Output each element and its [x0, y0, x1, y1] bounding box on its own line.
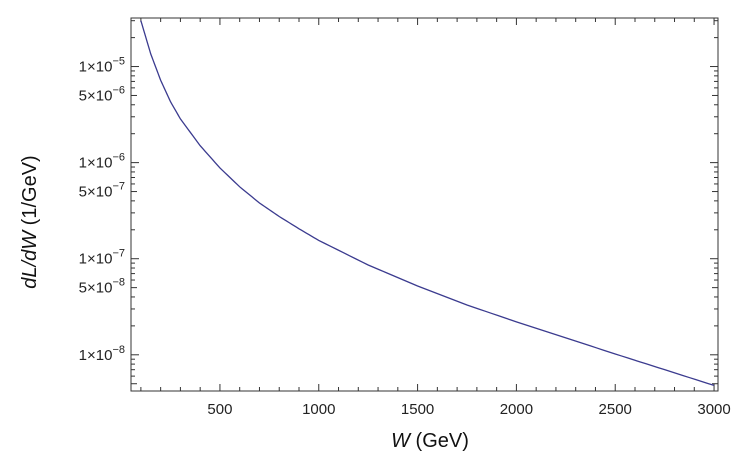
- y-tick-label: 5×10−8: [79, 277, 125, 297]
- x-tick-label: 1500: [401, 401, 434, 418]
- y-tick-mantissa: 1: [79, 251, 87, 268]
- y-tick-mantissa: 5: [79, 184, 87, 201]
- y-tick-mantissa: 5: [79, 280, 87, 297]
- series-line: [140, 20, 715, 387]
- x-tick-label: 500: [207, 401, 232, 418]
- y-tick-label: 5×10−6: [79, 84, 125, 104]
- x-tick-label: 2000: [500, 401, 533, 418]
- y-tick-label: 1×10−5: [79, 56, 125, 76]
- y-tick-label: 1×10−7: [79, 248, 125, 268]
- x-axis-unit: (GeV): [410, 430, 469, 452]
- x-axis-title: W (GeV): [391, 430, 469, 452]
- y-tick-exponent: −7: [112, 181, 125, 193]
- y-axis-title: dL/dW (1/GeV): [19, 155, 41, 288]
- x-tick-label: 3000: [697, 401, 730, 418]
- y-tick-exponent: −8: [112, 344, 125, 356]
- y-tick-mantissa: 1: [79, 347, 87, 364]
- y-tick-exponent: −8: [112, 277, 125, 289]
- y-tick-label: 5×10−7: [79, 181, 125, 201]
- y-tick-exponent: −6: [112, 84, 125, 96]
- labels-layer: 500 1000 1500 2000 2500 3000 1×10−5 5×10−6 1×10−…: [79, 56, 731, 418]
- y-tick-mantissa: 5: [79, 87, 87, 104]
- y-tick-mantissa: 1: [79, 59, 87, 76]
- y-axis-unit: (1/GeV): [19, 155, 41, 231]
- y-tick-label: 1×10−8: [79, 344, 125, 364]
- y-tick-exponent: −6: [112, 152, 125, 164]
- y-axis-var: dL/dW: [19, 229, 41, 289]
- x-axis-var: W: [391, 430, 412, 452]
- x-tick-label: 1000: [302, 401, 335, 418]
- plot-frame: [130, 17, 719, 392]
- y-tick-mantissa: 1: [79, 155, 87, 172]
- x-tick-label: 2500: [599, 401, 632, 418]
- y-tick-label: 1×10−6: [79, 152, 125, 172]
- y-tick-exponent: −7: [112, 248, 125, 260]
- ticks-layer: [131, 18, 718, 391]
- y-tick-exponent: −5: [112, 56, 125, 68]
